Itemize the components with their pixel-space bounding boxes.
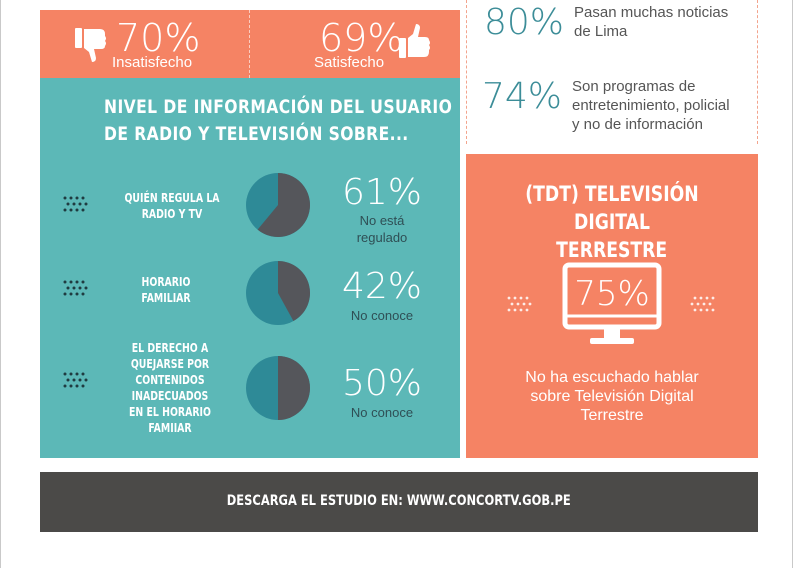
tdt-percent: 75% <box>574 274 650 314</box>
row-percent-horario: 42% <box>341 266 422 307</box>
arrow-dots-left-icon <box>690 296 715 312</box>
insatisfecho-label: Insatisfecho <box>112 54 193 71</box>
satisfecho-label: Satisfecho <box>314 54 385 71</box>
row-label-derecho: EL DERECHO A QUEJARSE POR CONTENIDOS INA… <box>129 341 211 435</box>
arrow-dots-icon <box>63 280 88 296</box>
arrow-dots-right-icon <box>507 296 532 312</box>
pie-slice-value <box>278 261 310 322</box>
stat-text-programs: Son programas de entretenimiento, polici… <box>572 78 730 133</box>
row-sub-horario: No conoce <box>350 308 414 323</box>
pie-chart-horario <box>246 261 310 325</box>
row-label-regula: QUIÉN REGULA LA RADIO Y TV <box>124 191 220 221</box>
satisfaction-strip: 70% Insatisfecho 69% Satisfecho <box>40 10 460 78</box>
insatisfecho-percent: 70% <box>116 16 201 60</box>
pie-chart-regula <box>246 173 310 237</box>
satisfaction-divider <box>249 10 250 78</box>
info-panel-title: NIVEL DE INFORMACIÓN DEL USUARIO DE RADI… <box>104 96 453 145</box>
tdt-title: (TDT) TELEVISIÓN DIGITAL TERRESTRE <box>525 182 699 262</box>
pie-slice-value <box>257 173 310 237</box>
download-footer: DESCARGA EL ESTUDIO EN: WWW.CONCORTV.GOB… <box>40 472 758 532</box>
stat-text-lima: Pasan muchas noticias de Lima <box>574 4 729 40</box>
news-stats: 80% Pasan muchas noticias de Lima 74% So… <box>466 0 758 144</box>
row-label-horario: HORARIO FAMILIAR <box>141 275 191 305</box>
thumbs-up-icon <box>399 24 430 58</box>
thumbs-down-icon <box>75 28 106 62</box>
stat-percent-lima: 80% <box>484 2 565 43</box>
stats-dash-right <box>757 0 758 144</box>
left-border <box>0 0 1 568</box>
tv-icon <box>562 262 662 344</box>
row-percent-derecho: 50% <box>341 363 422 404</box>
arrow-dots-icon <box>63 196 88 212</box>
pie-chart-derecho <box>246 356 310 420</box>
download-link[interactable]: DESCARGA EL ESTUDIO EN: WWW.CONCORTV.GOB… <box>227 493 571 509</box>
stat-percent-programs: 74% <box>482 76 563 117</box>
info-panel: NIVEL DE INFORMACIÓN DEL USUARIO DE RADI… <box>40 78 460 458</box>
pie-slice-value <box>278 356 310 420</box>
row-sub-derecho: No conoce <box>350 405 414 420</box>
tdt-description: No ha escuchado hablar sobre Televisión … <box>525 369 699 424</box>
arrow-dots-icon <box>63 372 88 388</box>
tdt-panel: (TDT) TELEVISIÓN DIGITAL TERRESTRE 75% N… <box>466 154 758 458</box>
satisfecho-percent: 69% <box>319 16 404 60</box>
stats-dash-left <box>466 0 467 144</box>
row-sub-regula: No está regulado <box>356 213 408 245</box>
row-percent-regula: 61% <box>341 172 422 213</box>
